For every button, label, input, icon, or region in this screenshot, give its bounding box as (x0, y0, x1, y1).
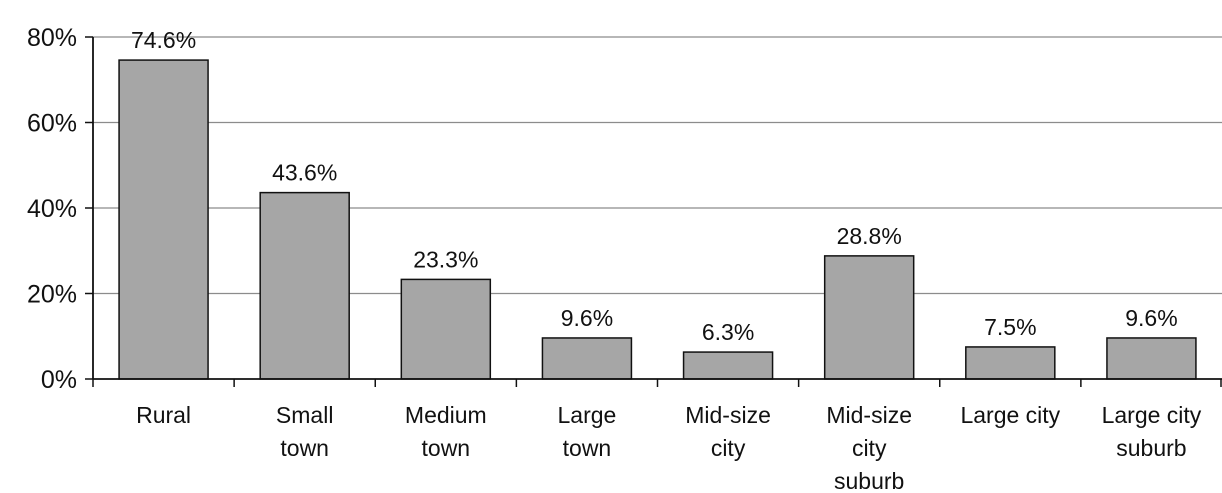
bar (823, 255, 915, 380)
data-label: 7.5% (984, 314, 1036, 340)
data-label: 9.6% (561, 305, 613, 331)
y-tick-label: 60% (27, 110, 77, 138)
data-label: 23.3% (413, 246, 478, 272)
y-tick-label: 80% (27, 24, 77, 52)
y-tick-label: 40% (27, 195, 77, 223)
bar (400, 278, 492, 380)
bar (682, 351, 774, 380)
data-label: 43.6% (272, 160, 337, 186)
data-label: 6.3% (702, 319, 754, 345)
bar (118, 59, 209, 380)
data-labels: 74.6% 43.6% 23.3% 9.6% 6.3% 28.8% 7.5% 9.6% (131, 27, 1178, 345)
bar (1106, 337, 1197, 380)
data-label: 28.8% (837, 223, 902, 249)
category-label-line: Rural (136, 402, 191, 428)
axes (85, 36, 1222, 387)
bar (965, 346, 1056, 380)
category-label-line: town (563, 435, 612, 461)
category-label: Mid-size city (685, 402, 771, 461)
category-label-line: Large city (960, 402, 1060, 428)
data-label: 74.6% (131, 27, 196, 53)
bar (541, 337, 633, 380)
y-tick-label: 0% (41, 366, 77, 394)
category-label-line: city (852, 435, 887, 461)
category-label-line: town (422, 435, 471, 461)
category-label-line: Small (276, 402, 334, 428)
category-label: Medium town (405, 402, 487, 461)
category-label-line: Mid-size (826, 402, 912, 428)
category-label-line: suburb (1116, 435, 1186, 461)
category-label-line: Mid-size (685, 402, 771, 428)
category-label: Mid-size city suburb (826, 402, 912, 493)
category-label: Large town (558, 402, 617, 461)
data-label: 9.6% (1125, 305, 1177, 331)
category-label: Rural (136, 402, 191, 428)
y-tick-label: 20% (27, 281, 77, 309)
bar (259, 191, 350, 380)
category-label: Small town (276, 402, 334, 461)
category-label-line: Medium (405, 402, 487, 428)
category-label: Large city suburb (1102, 402, 1202, 461)
category-label-line: town (280, 435, 329, 461)
category-label-line: Large city (1102, 402, 1202, 428)
category-labels: Rural Small town Medium town Large town Mid-siz… (136, 402, 1202, 493)
category-label-line: Large (558, 402, 617, 428)
y-tick-labels: 0% 20% 40% 60% 80% (27, 24, 77, 394)
category-label-line: suburb (834, 468, 904, 493)
category-label-line: city (711, 435, 746, 461)
category-label: Large city (960, 402, 1060, 428)
